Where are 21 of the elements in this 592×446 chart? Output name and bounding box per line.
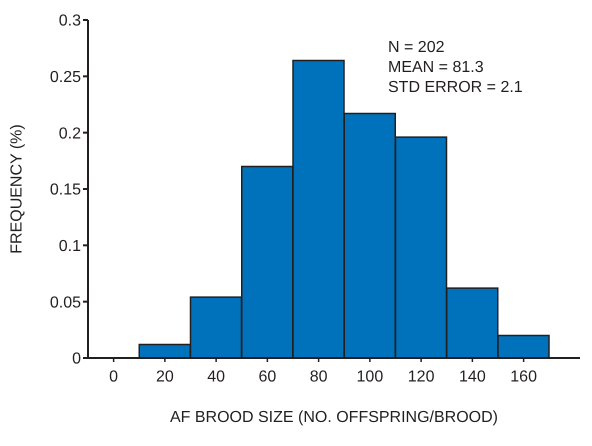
x-axis-title: AF BROOD SIZE (NO. OFFSPRING/BROOD) [170, 409, 498, 426]
y-tick-label: 0.2 [58, 125, 82, 142]
x-tick-label: 120 [408, 368, 435, 386]
y-tick-label: 0.25 [50, 69, 82, 86]
y-tick-label: 0.15 [50, 182, 82, 199]
annotation: MEAN = 81.3 [388, 58, 485, 78]
x-tick-label: 100 [356, 368, 384, 386]
x-tick-label: 0 [109, 368, 118, 386]
annotation: N = 202 [388, 38, 446, 58]
x-tick-label: 60 [258, 368, 276, 386]
annotation: STD ERROR = 2.1 [388, 78, 523, 98]
x-tick-label: 160 [510, 368, 538, 386]
y-tick-label: 0.1 [58, 238, 82, 256]
x-tick-label: 40 [207, 368, 226, 386]
y-axis-title: FREQUENCY (%) [8, 124, 26, 254]
y-tick-label: 0.3 [58, 12, 82, 30]
x-tick-label: 80 [310, 368, 328, 386]
y-tick-label: 0.05 [50, 294, 82, 312]
x-tick-label: 20 [156, 368, 174, 386]
x-tick-label: 140 [459, 368, 486, 386]
y-tick-label: 0 [72, 350, 82, 368]
